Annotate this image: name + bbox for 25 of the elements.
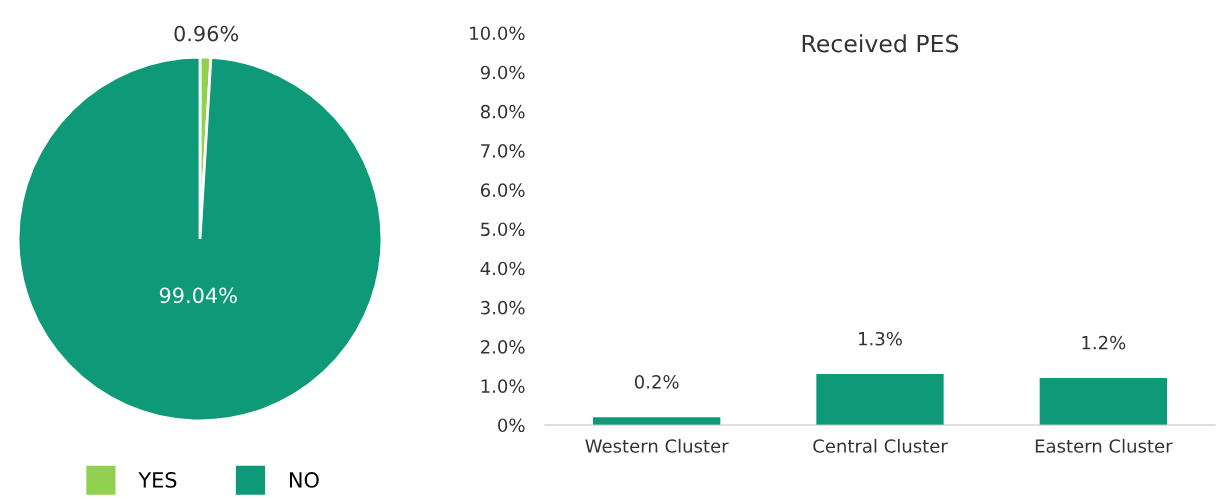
legend-label: YES <box>138 472 177 488</box>
y-tick-label: 10.0% <box>470 26 525 41</box>
pie-slice <box>16 55 384 423</box>
data-label: 99.04% <box>159 287 237 304</box>
x-tick-label: Eastern Cluster <box>1035 438 1173 453</box>
chart-title: Received PES <box>802 34 959 53</box>
y-tick-label: 1.0% <box>481 379 525 393</box>
y-tick-label: 3.0% <box>481 300 525 315</box>
x-tick-label: Western Cluster <box>585 438 729 453</box>
y-tick-label: 5.0% <box>481 222 525 237</box>
y-tick-label: 4.0% <box>480 261 525 276</box>
y-tick-label: 9.0% <box>480 65 525 80</box>
x-tick-label: Central Cluster <box>813 438 948 453</box>
y-tick-label: 0% <box>498 418 525 433</box>
y-tick-label: 8.0% <box>480 104 525 119</box>
data-label: 1.2% <box>1082 335 1126 350</box>
y-tick-label: 6.0% <box>480 183 525 197</box>
data-label: 0.96% <box>174 25 239 42</box>
y-tick-label: 2.0% <box>481 340 525 354</box>
data-label: 0.2% <box>634 375 679 389</box>
legend-label: NO <box>289 472 319 488</box>
data-label: 1.3% <box>859 331 902 346</box>
bar <box>816 374 944 425</box>
bar <box>1039 377 1167 425</box>
y-tick-label: 7.0% <box>481 144 525 158</box>
